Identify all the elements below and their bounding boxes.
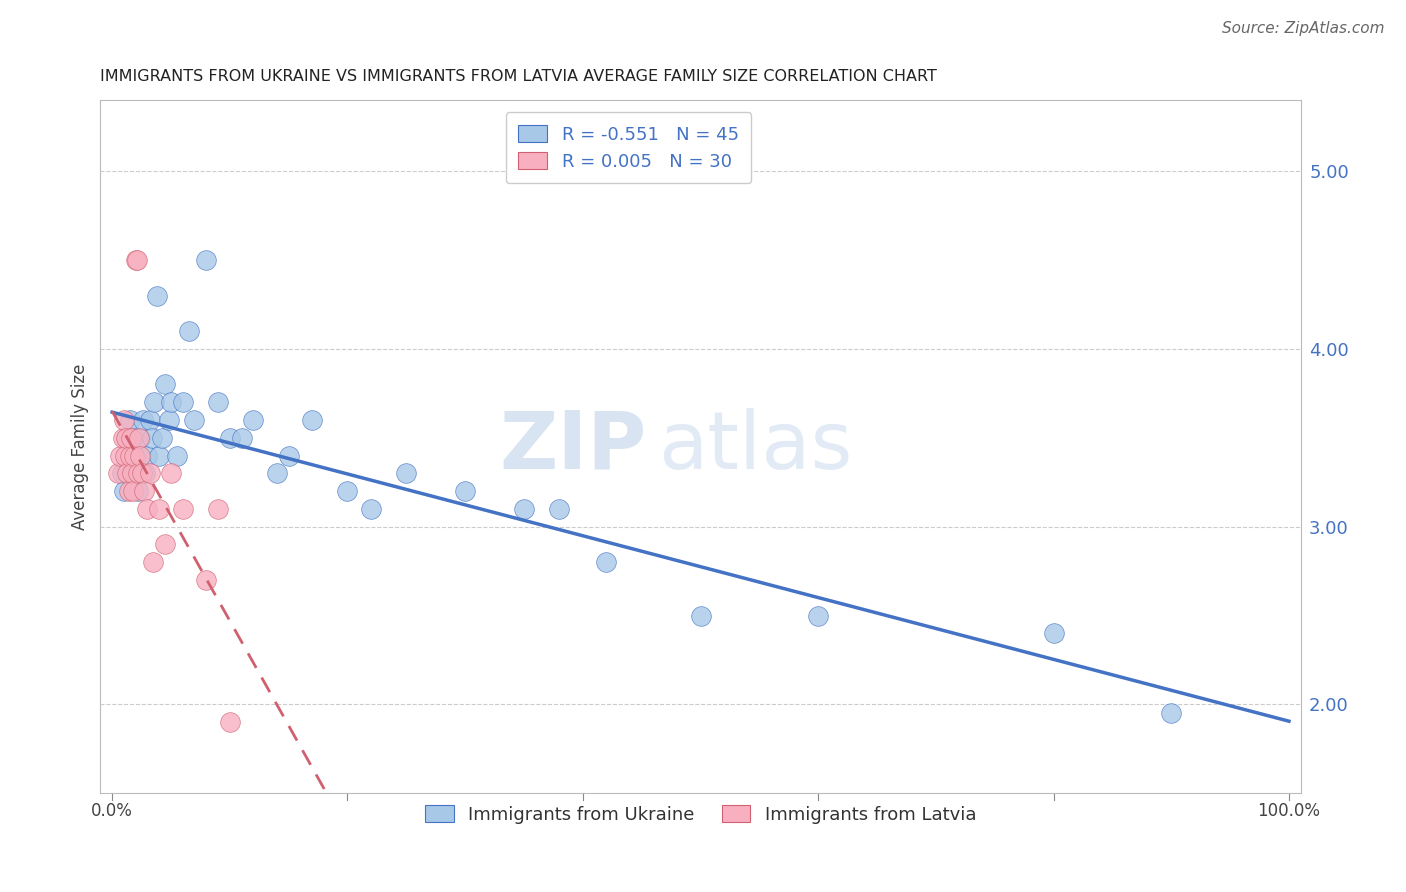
Point [129, 449, 152, 463]
Point [301, 413, 323, 427]
Point [150, 431, 173, 445]
Point [195, 573, 218, 587]
Point [128, 431, 150, 445]
Point [124, 449, 146, 463]
Point [360, 501, 382, 516]
Legend: Immigrants from Ukraine, Immigrants from Latvia: Immigrants from Ukraine, Immigrants from… [416, 796, 986, 833]
Text: atlas: atlas [658, 408, 853, 485]
Point [117, 484, 139, 499]
Point [127, 467, 149, 481]
Point [146, 288, 169, 302]
Point [131, 467, 153, 481]
Point [166, 449, 188, 463]
Point [121, 467, 143, 481]
Point [143, 395, 166, 409]
Point [172, 395, 194, 409]
Point [136, 449, 159, 463]
Point [231, 431, 253, 445]
Point [207, 501, 229, 516]
Point [110, 449, 132, 463]
Point [111, 431, 134, 445]
Point [148, 449, 170, 463]
Point [139, 413, 162, 427]
Point [132, 413, 155, 427]
Point [112, 413, 135, 427]
Point [395, 467, 418, 481]
Point [124, 252, 146, 267]
Point [136, 501, 159, 516]
Point [1042, 626, 1064, 640]
Point [122, 431, 145, 445]
Point [122, 484, 145, 499]
Point [160, 467, 183, 481]
Point [1160, 706, 1182, 721]
Point [141, 431, 163, 445]
Point [207, 395, 229, 409]
Point [124, 449, 146, 463]
Point [513, 501, 536, 516]
Point [114, 449, 136, 463]
Point [139, 467, 162, 481]
Point [689, 608, 711, 623]
Point [117, 467, 139, 481]
Point [595, 555, 617, 569]
Point [120, 431, 142, 445]
Point [548, 501, 571, 516]
Point [160, 395, 183, 409]
Point [195, 252, 218, 267]
Text: Source: ZipAtlas.com: Source: ZipAtlas.com [1222, 21, 1385, 36]
Point [112, 484, 135, 499]
Point [115, 431, 138, 445]
Point [129, 431, 152, 445]
Point [454, 484, 477, 499]
Text: IMMIGRANTS FROM UKRAINE VS IMMIGRANTS FROM LATVIA AVERAGE FAMILY SIZE CORRELATIO: IMMIGRANTS FROM UKRAINE VS IMMIGRANTS FR… [100, 69, 938, 84]
Point [107, 467, 129, 481]
Point [242, 413, 264, 427]
Text: ZIP: ZIP [499, 408, 647, 485]
Y-axis label: Average Family Size: Average Family Size [72, 363, 89, 530]
Point [134, 467, 156, 481]
Point [118, 413, 141, 427]
Point [148, 501, 170, 516]
Point [157, 413, 180, 427]
Point [807, 608, 830, 623]
Point [177, 324, 200, 338]
Point [127, 484, 149, 499]
Point [131, 467, 153, 481]
Point [120, 467, 142, 481]
Point [153, 537, 176, 551]
Point [266, 467, 288, 481]
Point [336, 484, 359, 499]
Point [183, 413, 205, 427]
Point [118, 449, 141, 463]
Point [153, 377, 176, 392]
Point [172, 501, 194, 516]
Point [132, 484, 155, 499]
Point [115, 431, 138, 445]
Point [125, 252, 148, 267]
Point [110, 467, 132, 481]
Point [218, 715, 240, 730]
Point [277, 449, 299, 463]
Point [218, 431, 240, 445]
Point [142, 555, 165, 569]
